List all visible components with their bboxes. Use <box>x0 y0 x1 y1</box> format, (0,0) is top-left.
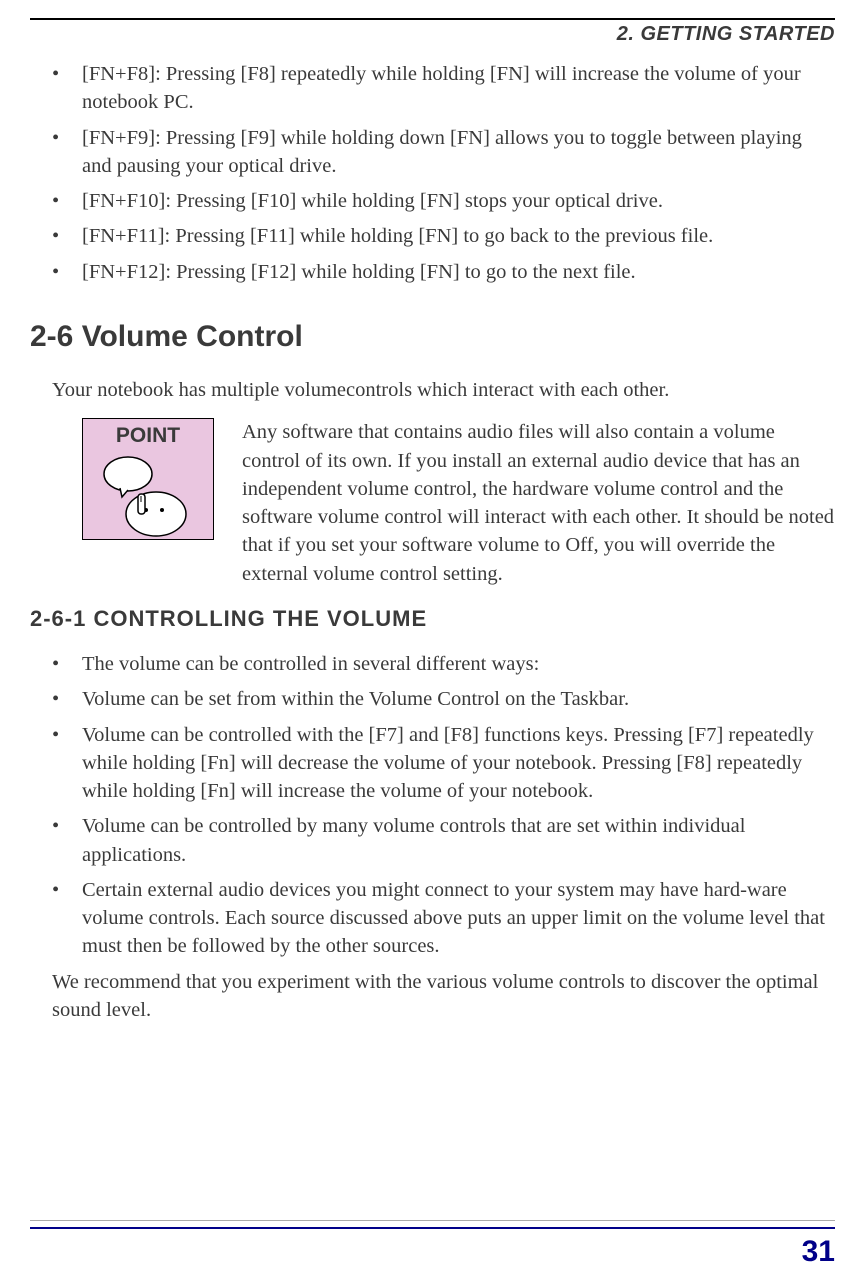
point-text: Any software that contains audio files w… <box>242 418 835 588</box>
volume-control-list: The volume can be controlled in several … <box>82 650 835 961</box>
fn-key-list: [FN+F8]: Pressing [F8] repeatedly while … <box>82 60 835 286</box>
list-item: The volume can be controlled in several … <box>82 650 835 678</box>
header-title: 2. GETTING STARTED <box>617 23 835 46</box>
section-heading: 2-6 Volume Control <box>30 320 835 354</box>
list-item: [FN+F9]: Pressing [F9] while holding dow… <box>82 124 835 181</box>
list-item: Volume can be controlled with the [F7] a… <box>82 721 835 806</box>
page-number: 31 <box>802 1235 835 1269</box>
subsection-heading: 2-6-1 CONTROLLING THE VOLUME <box>30 606 835 632</box>
section-intro: Your notebook has multiple volumecontrol… <box>52 376 835 404</box>
list-item: Volume can be controlled by many volume … <box>82 812 835 869</box>
list-item: [FN+F8]: Pressing [F8] repeatedly while … <box>82 60 835 117</box>
footer-rule <box>30 1227 835 1229</box>
point-label: POINT <box>83 424 213 448</box>
content-area: [FN+F8]: Pressing [F8] repeatedly while … <box>30 60 835 1024</box>
list-item: [FN+F12]: Pressing [F12] while holding [… <box>82 258 835 286</box>
list-item: Certain external audio devices you might… <box>82 876 835 961</box>
header-rule: 2. GETTING STARTED <box>30 18 835 20</box>
point-character-icon <box>98 452 198 537</box>
footer-rule-gray <box>30 1220 835 1221</box>
point-box: POINT <box>82 418 214 540</box>
point-callout: POINT Any software that contains audio f… <box>82 418 835 588</box>
list-item: [FN+F11]: Pressing [F11] while holding [… <box>82 222 835 250</box>
list-item: [FN+F10]: Pressing [F10] while holding [… <box>82 187 835 215</box>
closing-paragraph: We recommend that you experiment with th… <box>52 968 835 1025</box>
page-container: 2. GETTING STARTED [FN+F8]: Pressing [F8… <box>0 18 865 1024</box>
list-item: Volume can be set from within the Volume… <box>82 685 835 713</box>
